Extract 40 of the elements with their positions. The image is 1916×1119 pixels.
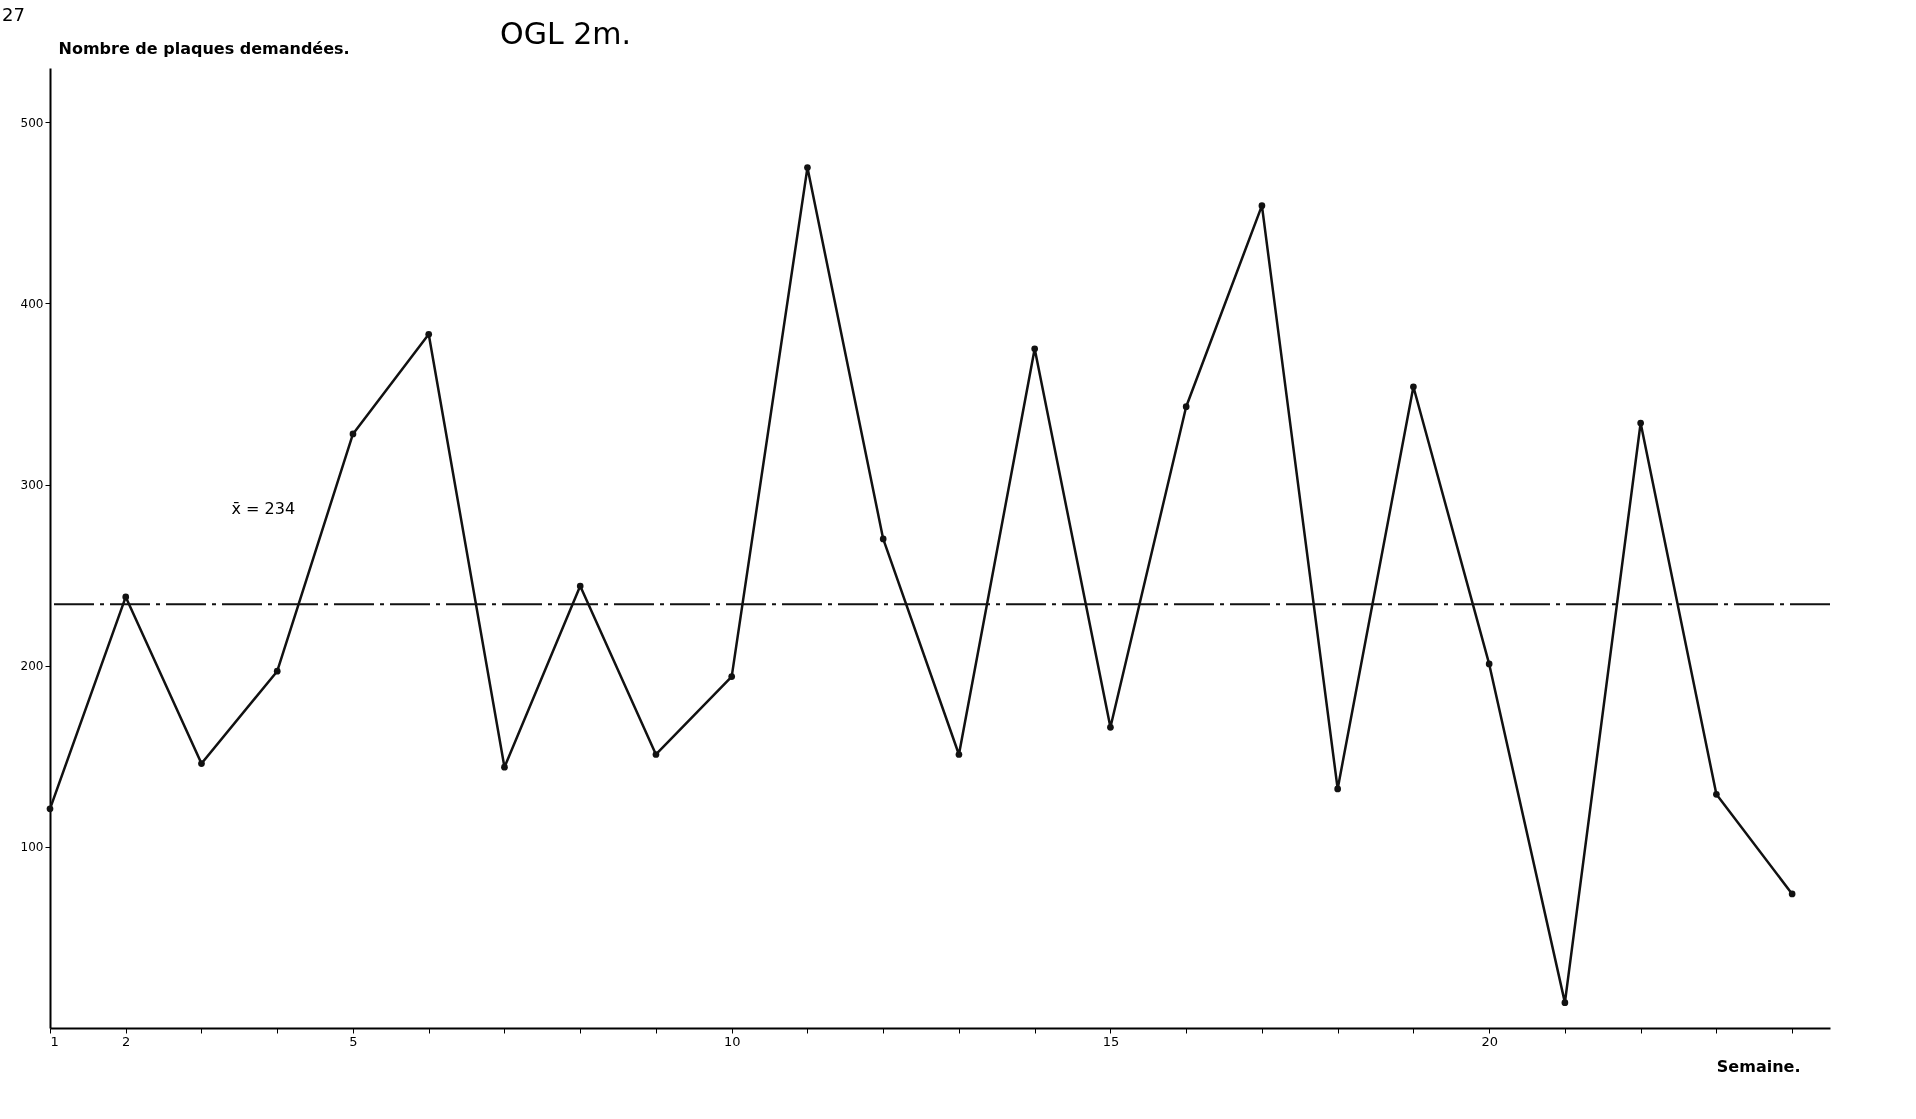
point bbox=[955, 751, 963, 758]
x-tick-label: 5 bbox=[349, 1033, 358, 1049]
point bbox=[198, 760, 205, 767]
point bbox=[1031, 345, 1039, 353]
y-tick-label: 400 bbox=[20, 296, 44, 311]
point bbox=[349, 430, 357, 438]
point bbox=[122, 593, 130, 601]
point bbox=[1182, 403, 1190, 411]
point bbox=[1713, 790, 1720, 798]
point bbox=[652, 751, 660, 758]
point bbox=[1107, 723, 1114, 731]
x-tick-label: 1 bbox=[50, 1033, 59, 1049]
point bbox=[1561, 999, 1569, 1006]
y-tick-label: 200 bbox=[20, 659, 44, 674]
point bbox=[1258, 202, 1266, 210]
y-axis-title: Nombre de plaques demandées. bbox=[58, 38, 350, 58]
text: 27 bbox=[2, 4, 25, 25]
y-tick-label: 500 bbox=[20, 115, 44, 130]
y-tick-label: 100 bbox=[20, 840, 44, 855]
x-tick-label: 10 bbox=[723, 1033, 741, 1049]
y-tick-label: 300 bbox=[20, 478, 44, 493]
point bbox=[804, 164, 811, 171]
point bbox=[576, 582, 584, 590]
x-tick-label: 2 bbox=[122, 1033, 131, 1049]
point bbox=[1485, 660, 1493, 668]
point bbox=[425, 330, 433, 338]
point bbox=[501, 763, 508, 771]
point bbox=[1637, 419, 1644, 427]
x-axis-title: Semaine. bbox=[1716, 1056, 1801, 1076]
ref-line-label: x̄ = 234 bbox=[231, 499, 296, 519]
point bbox=[1334, 785, 1342, 793]
point bbox=[1788, 890, 1796, 898]
point bbox=[46, 805, 54, 813]
chart-title: OGL 2m. bbox=[500, 16, 632, 51]
point bbox=[879, 535, 887, 543]
point bbox=[273, 667, 281, 675]
x-tick-label: 20 bbox=[1481, 1033, 1498, 1049]
point bbox=[728, 673, 736, 680]
point bbox=[1410, 383, 1417, 391]
x-tick-label: 15 bbox=[1102, 1033, 1120, 1049]
